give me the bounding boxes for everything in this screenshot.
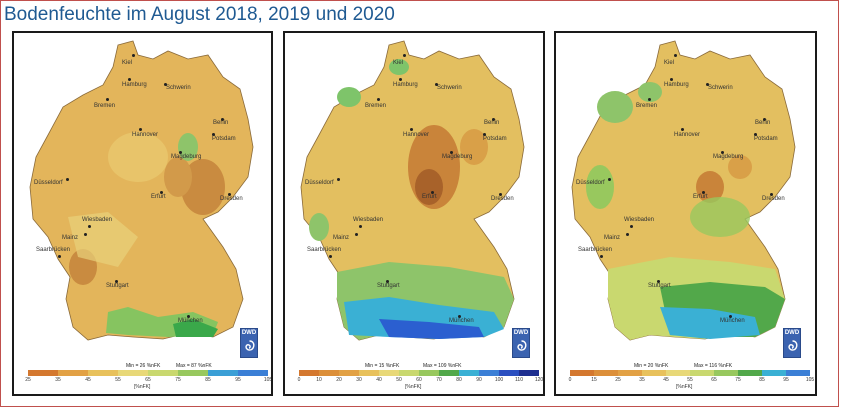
soil-moisture-map-2019 [300, 40, 525, 341]
city-label: Wiesbaden [353, 217, 384, 223]
legend-unit: [%nFK] [676, 384, 693, 390]
city-label: Hannover [403, 132, 430, 138]
map-stats-max: Max = 87 %nFK [176, 363, 212, 369]
city-label: Stuttgart [377, 283, 400, 289]
city-label: Mainz [333, 235, 350, 241]
map-stats-max: Max = 109 %nFK [423, 363, 462, 369]
city-label: Potsdam [483, 136, 507, 142]
dwd-logo: DWD [512, 328, 530, 358]
map-stats-min: Min = 20 %nFK [634, 363, 669, 369]
city-label: Berlin [484, 120, 500, 126]
city-label: Dresden [220, 196, 243, 202]
city-label: Dresden [491, 196, 514, 202]
color-legend-2020 [570, 370, 810, 376]
city-label: München [720, 318, 745, 324]
soil-moisture-map-2020 [571, 40, 796, 341]
map-panel-2018: Kiel Hamburg Schwerin Bremen Berlin Hann… [12, 31, 273, 396]
city-label: Mainz [604, 235, 621, 241]
legend-unit: [%nFK] [405, 384, 422, 390]
city-label: Potsdam [754, 136, 778, 142]
city-label: Magdeburg [713, 154, 744, 160]
city-label: Saarbrücken [36, 247, 71, 253]
legend-unit: [%nFK] [134, 384, 151, 390]
city-label: Schwerin [708, 85, 733, 91]
city-label: Düsseldorf [34, 180, 63, 186]
city-label: Berlin [213, 120, 229, 126]
city-label: Bremen [94, 103, 116, 109]
city-label: Schwerin [166, 85, 191, 91]
map-panel-2020: Kiel Hamburg Schwerin Bremen Berlin Hann… [554, 31, 817, 396]
city-label: Mainz [62, 235, 79, 241]
city-label: Düsseldorf [305, 180, 334, 186]
city-label: Hamburg [393, 82, 418, 88]
dwd-swirl-icon [788, 340, 798, 351]
city-label: Bremen [636, 103, 658, 109]
city-label: Potsdam [212, 136, 236, 142]
city-label: Saarbrücken [307, 247, 342, 253]
color-legend-2018 [28, 370, 268, 376]
map-stats-min: Min = 26 %nFK [126, 363, 161, 369]
city-label: Hannover [674, 132, 701, 138]
dwd-logo: DWD [783, 328, 801, 358]
dwd-swirl-icon [245, 340, 255, 351]
city-label: Kiel [664, 60, 675, 66]
city-label: Wiesbaden [624, 217, 655, 223]
dwd-swirl-icon [517, 340, 527, 351]
city-label: Wiesbaden [82, 217, 113, 223]
city-label: Hamburg [122, 82, 147, 88]
city-label: Magdeburg [442, 154, 473, 160]
city-label: Hamburg [664, 82, 689, 88]
color-legend-2019 [299, 370, 539, 376]
city-label: Erfurt [151, 194, 166, 200]
dwd-logo: DWD [240, 328, 258, 358]
soil-moisture-map-2018 [29, 40, 254, 341]
city-label: Hannover [132, 132, 159, 138]
city-label: Kiel [122, 60, 133, 66]
city-label: Stuttgart [106, 283, 129, 289]
city-label: Dresden [762, 196, 785, 202]
city-label: Schwerin [437, 85, 462, 91]
map-stats-min: Min = 15 %nFK [365, 363, 400, 369]
city-label: München [449, 318, 474, 324]
city-label: Bremen [365, 103, 387, 109]
city-label: Berlin [755, 120, 771, 126]
map-stats-max: Max = 116 %nFK [694, 363, 733, 369]
city-label: Kiel [393, 60, 404, 66]
map-panel-2019: Kiel Hamburg Schwerin Bremen Berlin Hann… [283, 31, 545, 396]
city-label: Stuttgart [648, 283, 671, 289]
slide-title: Bodenfeuchte im August 2018, 2019 und 20… [4, 4, 395, 25]
city-label: München [178, 318, 203, 324]
city-label: Saarbrücken [578, 247, 613, 253]
city-label: Magdeburg [171, 154, 202, 160]
city-label: Düsseldorf [576, 180, 605, 186]
city-label: Erfurt [422, 194, 437, 200]
city-label: Erfurt [693, 194, 708, 200]
